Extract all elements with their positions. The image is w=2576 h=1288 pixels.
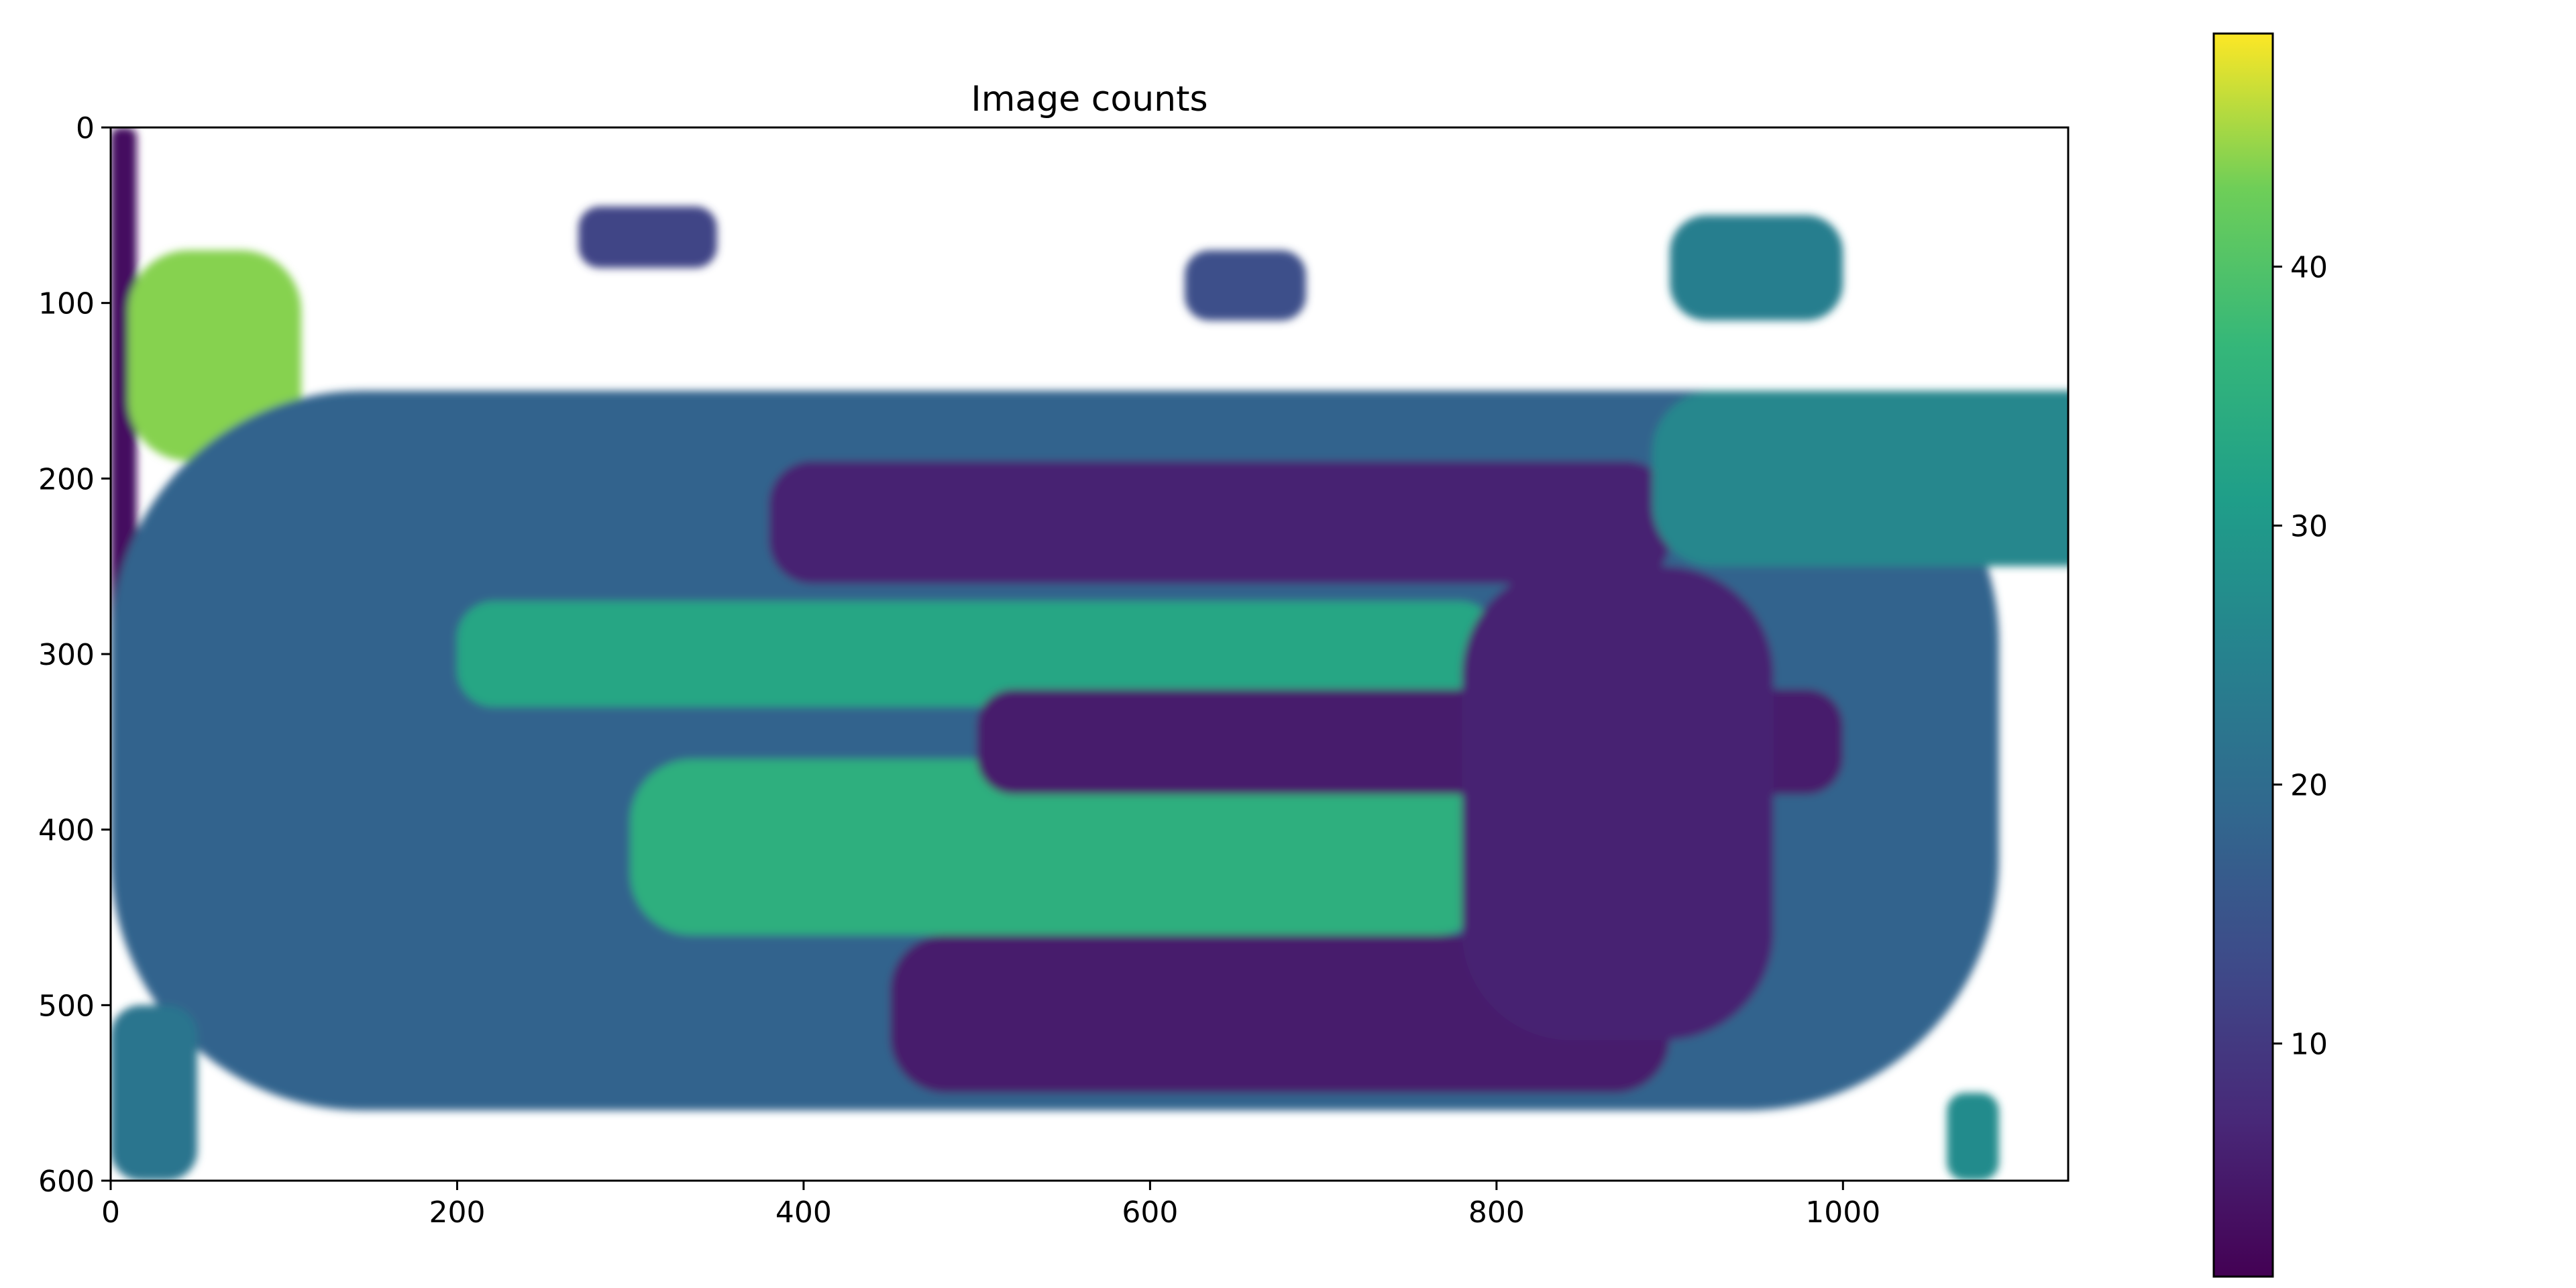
heatmap-region — [457, 601, 1497, 707]
heatmap-region — [630, 759, 1497, 935]
heatmap-region — [769, 461, 1670, 584]
y-tick-label: 400 — [38, 814, 95, 848]
heatmap-image — [111, 127, 2068, 1181]
colorbar-tick-label: 20 — [2290, 769, 2328, 803]
y-tick-label: 200 — [38, 462, 95, 496]
x-tick-label: 0 — [101, 1195, 120, 1230]
y-tick-label: 600 — [38, 1165, 95, 1199]
y-tick-label: 300 — [38, 638, 95, 672]
y-tick-label: 100 — [38, 287, 95, 321]
colorbar-tick-label: 10 — [2290, 1028, 2328, 1062]
colorbar-tick-label: 30 — [2290, 509, 2328, 543]
x-tick-label: 400 — [775, 1195, 832, 1230]
x-tick-label: 800 — [1468, 1195, 1525, 1230]
colorbar-tick-label: 40 — [2290, 250, 2328, 284]
heatmap-region — [1462, 566, 1774, 1040]
colorbar-axis: 10 20 30 40 — [2273, 250, 2328, 1062]
heatmap-region — [1947, 1093, 1999, 1181]
x-tick-label: 200 — [429, 1195, 485, 1230]
y-axis: 0 100 200 300 400 500 600 — [38, 111, 111, 1199]
x-axis: 0 200 400 600 800 1000 — [101, 1181, 1880, 1230]
y-tick-label: 0 — [76, 111, 95, 146]
heatmap-region — [1652, 390, 2068, 567]
y-tick-label: 500 — [38, 989, 95, 1023]
heatmap-region — [1670, 215, 1843, 321]
x-tick-label: 1000 — [1805, 1195, 1880, 1230]
x-tick-label: 600 — [1122, 1195, 1178, 1230]
heatmap-region — [1185, 250, 1306, 321]
heatmap-region — [111, 1005, 198, 1181]
heatmap-region — [127, 250, 302, 462]
heatmap-region — [111, 127, 137, 654]
colorbar — [2212, 32, 2274, 1278]
chart-title: Image counts — [971, 79, 1208, 119]
heatmap-region — [578, 206, 717, 268]
